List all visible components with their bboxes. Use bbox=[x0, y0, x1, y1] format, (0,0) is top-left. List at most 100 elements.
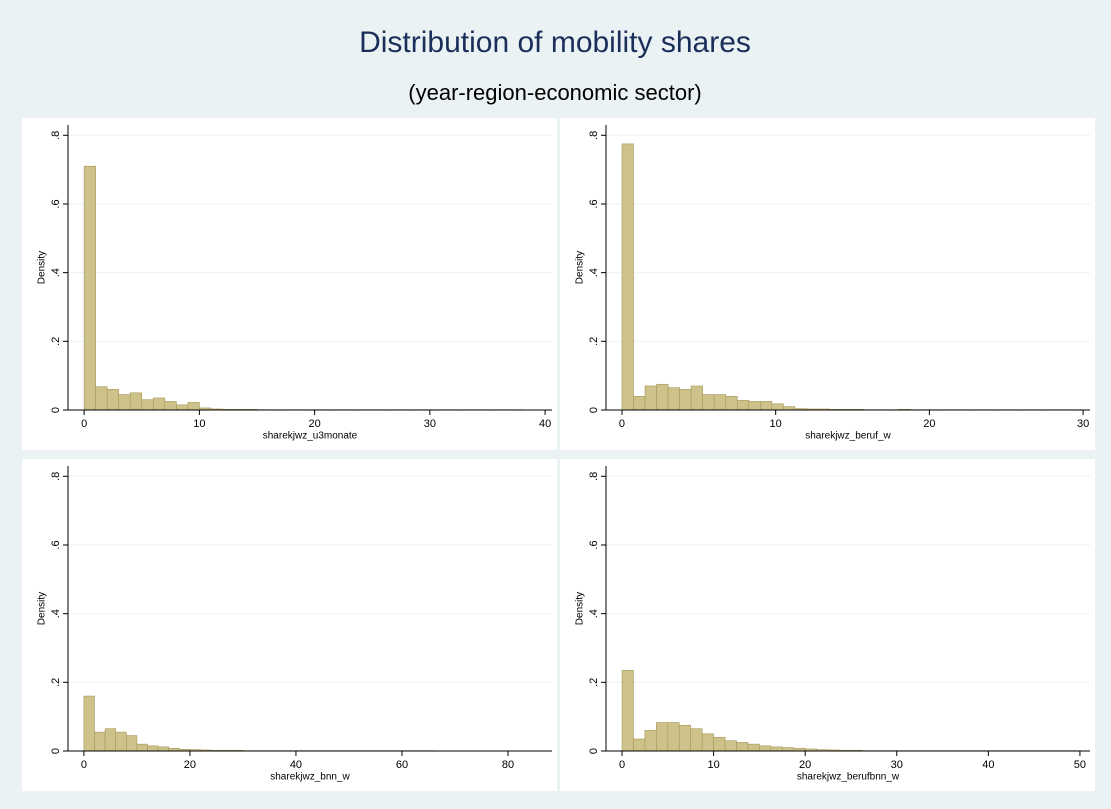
x-tick-label: 10 bbox=[707, 759, 719, 771]
bar bbox=[702, 394, 715, 411]
x-tick-label: 40 bbox=[539, 418, 551, 430]
bar bbox=[176, 404, 189, 411]
bar bbox=[136, 743, 148, 752]
x-tick-label: 20 bbox=[799, 759, 811, 771]
y-tick-label: .2 bbox=[50, 678, 62, 687]
bar bbox=[713, 394, 727, 411]
x-tick-label: 0 bbox=[81, 759, 87, 771]
bar bbox=[656, 722, 669, 752]
x-tick-label: 30 bbox=[1077, 418, 1089, 430]
y-tick-label: 0 bbox=[588, 748, 600, 754]
chart-subtitle: (year-region-economic sector) bbox=[408, 80, 701, 105]
bar bbox=[83, 695, 95, 752]
bar bbox=[667, 722, 680, 752]
x-tick-label: 40 bbox=[982, 759, 994, 771]
x-tick-label: 0 bbox=[619, 759, 625, 771]
x-axis-title: sharekjwz_u3monate bbox=[263, 431, 358, 442]
x-tick-label: 60 bbox=[396, 759, 408, 771]
bar bbox=[736, 742, 749, 752]
y-tick-label: .4 bbox=[588, 268, 600, 277]
x-axis-title: sharekjwz_beruf_w bbox=[805, 431, 891, 442]
x-axis-title: sharekjwz_berufbnn_w bbox=[797, 772, 900, 783]
x-tick-label: 10 bbox=[770, 418, 782, 430]
bar bbox=[781, 747, 795, 752]
bar bbox=[760, 401, 773, 411]
bar bbox=[736, 400, 750, 411]
y-tick-label: .4 bbox=[50, 268, 62, 277]
x-tick-label: 20 bbox=[184, 759, 196, 771]
bar bbox=[633, 395, 646, 411]
x-tick-label: 30 bbox=[891, 759, 903, 771]
x-axis-title: sharekjwz_bnn_w bbox=[270, 772, 350, 783]
bar bbox=[783, 406, 796, 411]
y-axis-title: Density bbox=[37, 592, 48, 625]
y-axis-title: Density bbox=[37, 251, 48, 284]
x-tick-label: 80 bbox=[502, 759, 514, 771]
x-tick-label: 20 bbox=[308, 418, 320, 430]
bar bbox=[644, 730, 657, 752]
bar bbox=[690, 728, 703, 752]
bar bbox=[157, 746, 170, 752]
bar bbox=[771, 403, 784, 411]
bar bbox=[106, 389, 120, 411]
bar bbox=[104, 728, 117, 752]
chart-title: Distribution of mobility shares bbox=[359, 26, 751, 59]
x-tick-label: 10 bbox=[193, 418, 205, 430]
bar bbox=[656, 383, 669, 411]
y-tick-label: 0 bbox=[50, 748, 62, 754]
y-tick-label: .4 bbox=[588, 609, 600, 618]
y-tick-label: 0 bbox=[588, 407, 600, 413]
y-tick-label: .4 bbox=[50, 609, 62, 618]
bar bbox=[633, 738, 646, 752]
bar bbox=[129, 392, 143, 411]
y-tick-label: .6 bbox=[50, 540, 62, 549]
y-tick-label: .6 bbox=[588, 540, 600, 549]
bar bbox=[621, 143, 634, 411]
y-tick-label: .2 bbox=[50, 337, 62, 346]
y-axis-title: Density bbox=[575, 251, 586, 284]
bar bbox=[126, 735, 138, 752]
bar bbox=[644, 385, 657, 411]
bar bbox=[147, 745, 159, 752]
y-tick-label: .8 bbox=[50, 131, 62, 140]
bar bbox=[748, 401, 761, 411]
bar bbox=[770, 746, 783, 752]
bar bbox=[141, 399, 154, 411]
bar bbox=[713, 736, 726, 752]
bar bbox=[118, 394, 131, 411]
bar bbox=[724, 740, 737, 752]
bar bbox=[152, 397, 166, 411]
y-axis-title: Density bbox=[575, 592, 586, 625]
x-tick-label: 50 bbox=[1074, 759, 1086, 771]
y-tick-label: .6 bbox=[588, 199, 600, 208]
bar bbox=[725, 395, 738, 411]
bar bbox=[759, 745, 772, 752]
bar bbox=[115, 731, 127, 752]
bar bbox=[667, 387, 680, 411]
bar bbox=[678, 724, 692, 752]
bar bbox=[94, 731, 106, 752]
bar bbox=[701, 733, 714, 752]
x-tick-label: 20 bbox=[923, 418, 935, 430]
y-tick-label: .8 bbox=[50, 472, 62, 481]
y-tick-label: 0 bbox=[50, 407, 62, 413]
x-tick-label: 0 bbox=[81, 418, 87, 430]
y-tick-label: .8 bbox=[588, 131, 600, 140]
bar bbox=[679, 389, 692, 411]
y-tick-label: .8 bbox=[588, 472, 600, 481]
bar bbox=[164, 401, 177, 411]
y-tick-label: .2 bbox=[588, 337, 600, 346]
bar bbox=[187, 402, 200, 411]
x-tick-label: 0 bbox=[619, 418, 625, 430]
bar bbox=[690, 385, 703, 411]
x-tick-label: 30 bbox=[424, 418, 436, 430]
bar bbox=[621, 670, 634, 752]
bar bbox=[83, 165, 96, 411]
y-tick-label: .2 bbox=[588, 678, 600, 687]
y-tick-label: .6 bbox=[50, 199, 62, 208]
bar bbox=[95, 386, 108, 411]
bar bbox=[747, 743, 760, 752]
x-tick-label: 40 bbox=[290, 759, 302, 771]
